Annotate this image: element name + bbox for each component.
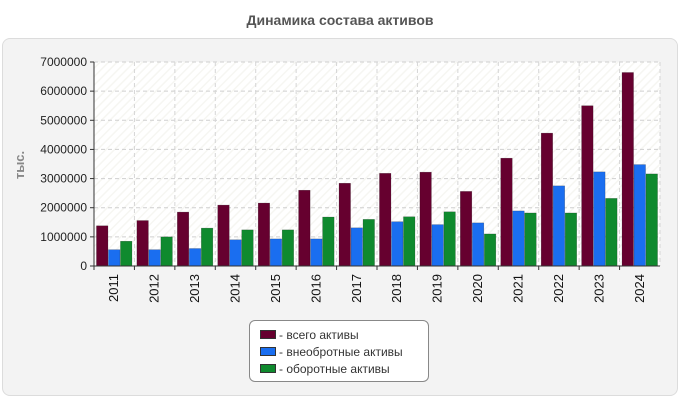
bar-noncurrent-2017 bbox=[350, 227, 363, 267]
y-tick-label: 5000000 bbox=[40, 113, 87, 127]
bar-noncurrent-2022 bbox=[552, 185, 565, 267]
bar-total-2012 bbox=[136, 220, 149, 267]
bar-noncurrent-2021 bbox=[512, 210, 525, 267]
bar-current-2016 bbox=[322, 216, 335, 267]
x-tick-label-2014: 2014 bbox=[228, 274, 243, 303]
bar-current-2018 bbox=[403, 216, 416, 267]
x-tick-label-2023: 2023 bbox=[591, 274, 606, 303]
bar-total-2016 bbox=[298, 189, 311, 267]
bar-total-2015 bbox=[257, 202, 270, 267]
bar-noncurrent-2023 bbox=[593, 171, 606, 267]
bar-current-2021 bbox=[524, 212, 537, 267]
legend-label-current: - оборотные активы bbox=[279, 361, 390, 376]
x-tick-label-2011: 2011 bbox=[106, 274, 121, 302]
bar-noncurrent-2011 bbox=[108, 249, 121, 267]
legend-item-noncurrent: - внеобротные активы bbox=[260, 343, 428, 360]
legend-label-noncurrent: - внеобротные активы bbox=[279, 344, 403, 359]
y-tick-label: 2000000 bbox=[40, 201, 87, 215]
legend-swatch-noncurrent bbox=[260, 347, 276, 356]
x-tick-label-2015: 2015 bbox=[268, 274, 283, 303]
bar-noncurrent-2020 bbox=[472, 222, 485, 267]
bar-current-2013 bbox=[201, 227, 214, 267]
x-tick-label-2018: 2018 bbox=[389, 274, 404, 303]
legend-item-total: - всего активы bbox=[260, 326, 428, 343]
bar-total-2013 bbox=[177, 211, 190, 267]
bar-noncurrent-2012 bbox=[148, 249, 161, 267]
bar-current-2014 bbox=[241, 229, 254, 267]
y-tick-label: 1000000 bbox=[40, 230, 87, 244]
x-tick-label-2013: 2013 bbox=[187, 274, 202, 303]
y-tick-label: 0 bbox=[80, 259, 87, 273]
bar-noncurrent-2018 bbox=[391, 221, 404, 267]
y-tick-label: 4000000 bbox=[40, 142, 87, 156]
x-tick-label-2020: 2020 bbox=[470, 274, 485, 303]
legend-label-total: - всего активы bbox=[279, 327, 359, 342]
bar-total-2018 bbox=[379, 173, 392, 267]
bar-noncurrent-2013 bbox=[189, 248, 202, 267]
bar-total-2011 bbox=[96, 225, 109, 267]
bar-total-2022 bbox=[540, 132, 553, 267]
bar-total-2017 bbox=[338, 182, 351, 267]
bar-current-2017 bbox=[362, 219, 375, 267]
bar-current-2022 bbox=[564, 212, 577, 267]
x-tick-label-2021: 2021 bbox=[511, 274, 526, 303]
x-tick-label-2019: 2019 bbox=[430, 274, 445, 303]
bar-total-2020 bbox=[460, 191, 473, 267]
chart-title: Динамика состава активов bbox=[246, 12, 434, 28]
bar-noncurrent-2019 bbox=[431, 224, 444, 267]
legend-item-current: - оборотные активы bbox=[260, 360, 428, 377]
legend-swatch-current bbox=[260, 364, 276, 373]
bar-total-2019 bbox=[419, 171, 432, 267]
bar-current-2020 bbox=[484, 233, 497, 267]
bar-total-2021 bbox=[500, 157, 513, 267]
x-tick-label-2024: 2024 bbox=[632, 274, 647, 303]
y-tick-label: 6000000 bbox=[40, 84, 87, 98]
bar-current-2012 bbox=[160, 236, 173, 267]
y-axis-label: тыс. bbox=[12, 151, 27, 179]
bar-current-2015 bbox=[281, 229, 294, 267]
bar-noncurrent-2016 bbox=[310, 238, 323, 267]
bar-noncurrent-2024 bbox=[633, 164, 646, 267]
bar-current-2011 bbox=[120, 240, 133, 267]
y-tick-label: 3000000 bbox=[40, 172, 87, 186]
bar-noncurrent-2015 bbox=[269, 238, 282, 267]
x-tick-label-2016: 2016 bbox=[308, 274, 323, 303]
bar-current-2019 bbox=[443, 211, 456, 267]
x-tick-label-2012: 2012 bbox=[147, 274, 162, 303]
bar-total-2024 bbox=[621, 72, 634, 267]
legend-swatch-total bbox=[260, 330, 276, 339]
bar-total-2023 bbox=[581, 105, 594, 267]
legend: - всего активы - внеобротные активы - об… bbox=[249, 320, 429, 382]
y-tick-label: 7000000 bbox=[40, 55, 87, 69]
x-tick-label-2022: 2022 bbox=[551, 274, 566, 303]
bar-current-2024 bbox=[645, 173, 658, 267]
bar-total-2014 bbox=[217, 204, 230, 267]
bar-noncurrent-2014 bbox=[229, 239, 242, 267]
bar-current-2023 bbox=[605, 198, 618, 267]
x-tick-label-2017: 2017 bbox=[349, 274, 364, 303]
